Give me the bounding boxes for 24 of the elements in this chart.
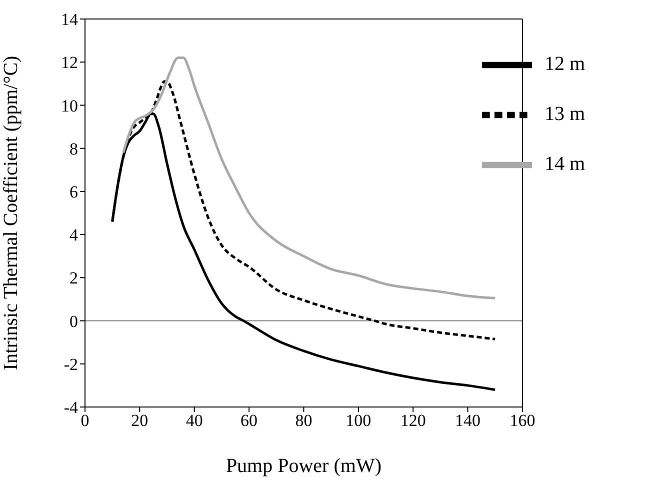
y-tick-label: 8: [70, 139, 78, 158]
y-tick-label: 2: [70, 268, 78, 288]
x-tick-label: 160: [510, 411, 536, 430]
y-tick-label: 4: [70, 226, 78, 245]
legend-label: 12 m: [544, 52, 585, 75]
x-tick-label: 40: [186, 411, 203, 430]
x-axis-title: Pump Power (mW): [226, 455, 382, 477]
y-tick-label: 6: [70, 182, 78, 202]
legend-label: 14 m: [544, 152, 585, 175]
y-tick-label: 12: [61, 53, 78, 72]
x-tick-label: 120: [400, 411, 426, 430]
y-tick-label: 10: [61, 96, 78, 116]
y-axis-title: Intrinsic Thermal Coefficient (ppm/°C): [0, 56, 22, 370]
y-tick-label: -4: [64, 398, 78, 418]
x-tick-label: 100: [346, 411, 372, 430]
x-tick-label: 140: [455, 411, 481, 430]
x-tick-label: 80: [295, 411, 312, 430]
x-tick-label: 60: [240, 411, 258, 430]
legend-label: 13 m: [544, 102, 585, 125]
y-tick-label: 14: [61, 10, 78, 30]
y-tick-label: -2: [64, 354, 78, 374]
y-tick-label: 0: [70, 312, 78, 331]
x-tick-label: 20: [131, 411, 148, 430]
line-series: [122, 56, 496, 300]
